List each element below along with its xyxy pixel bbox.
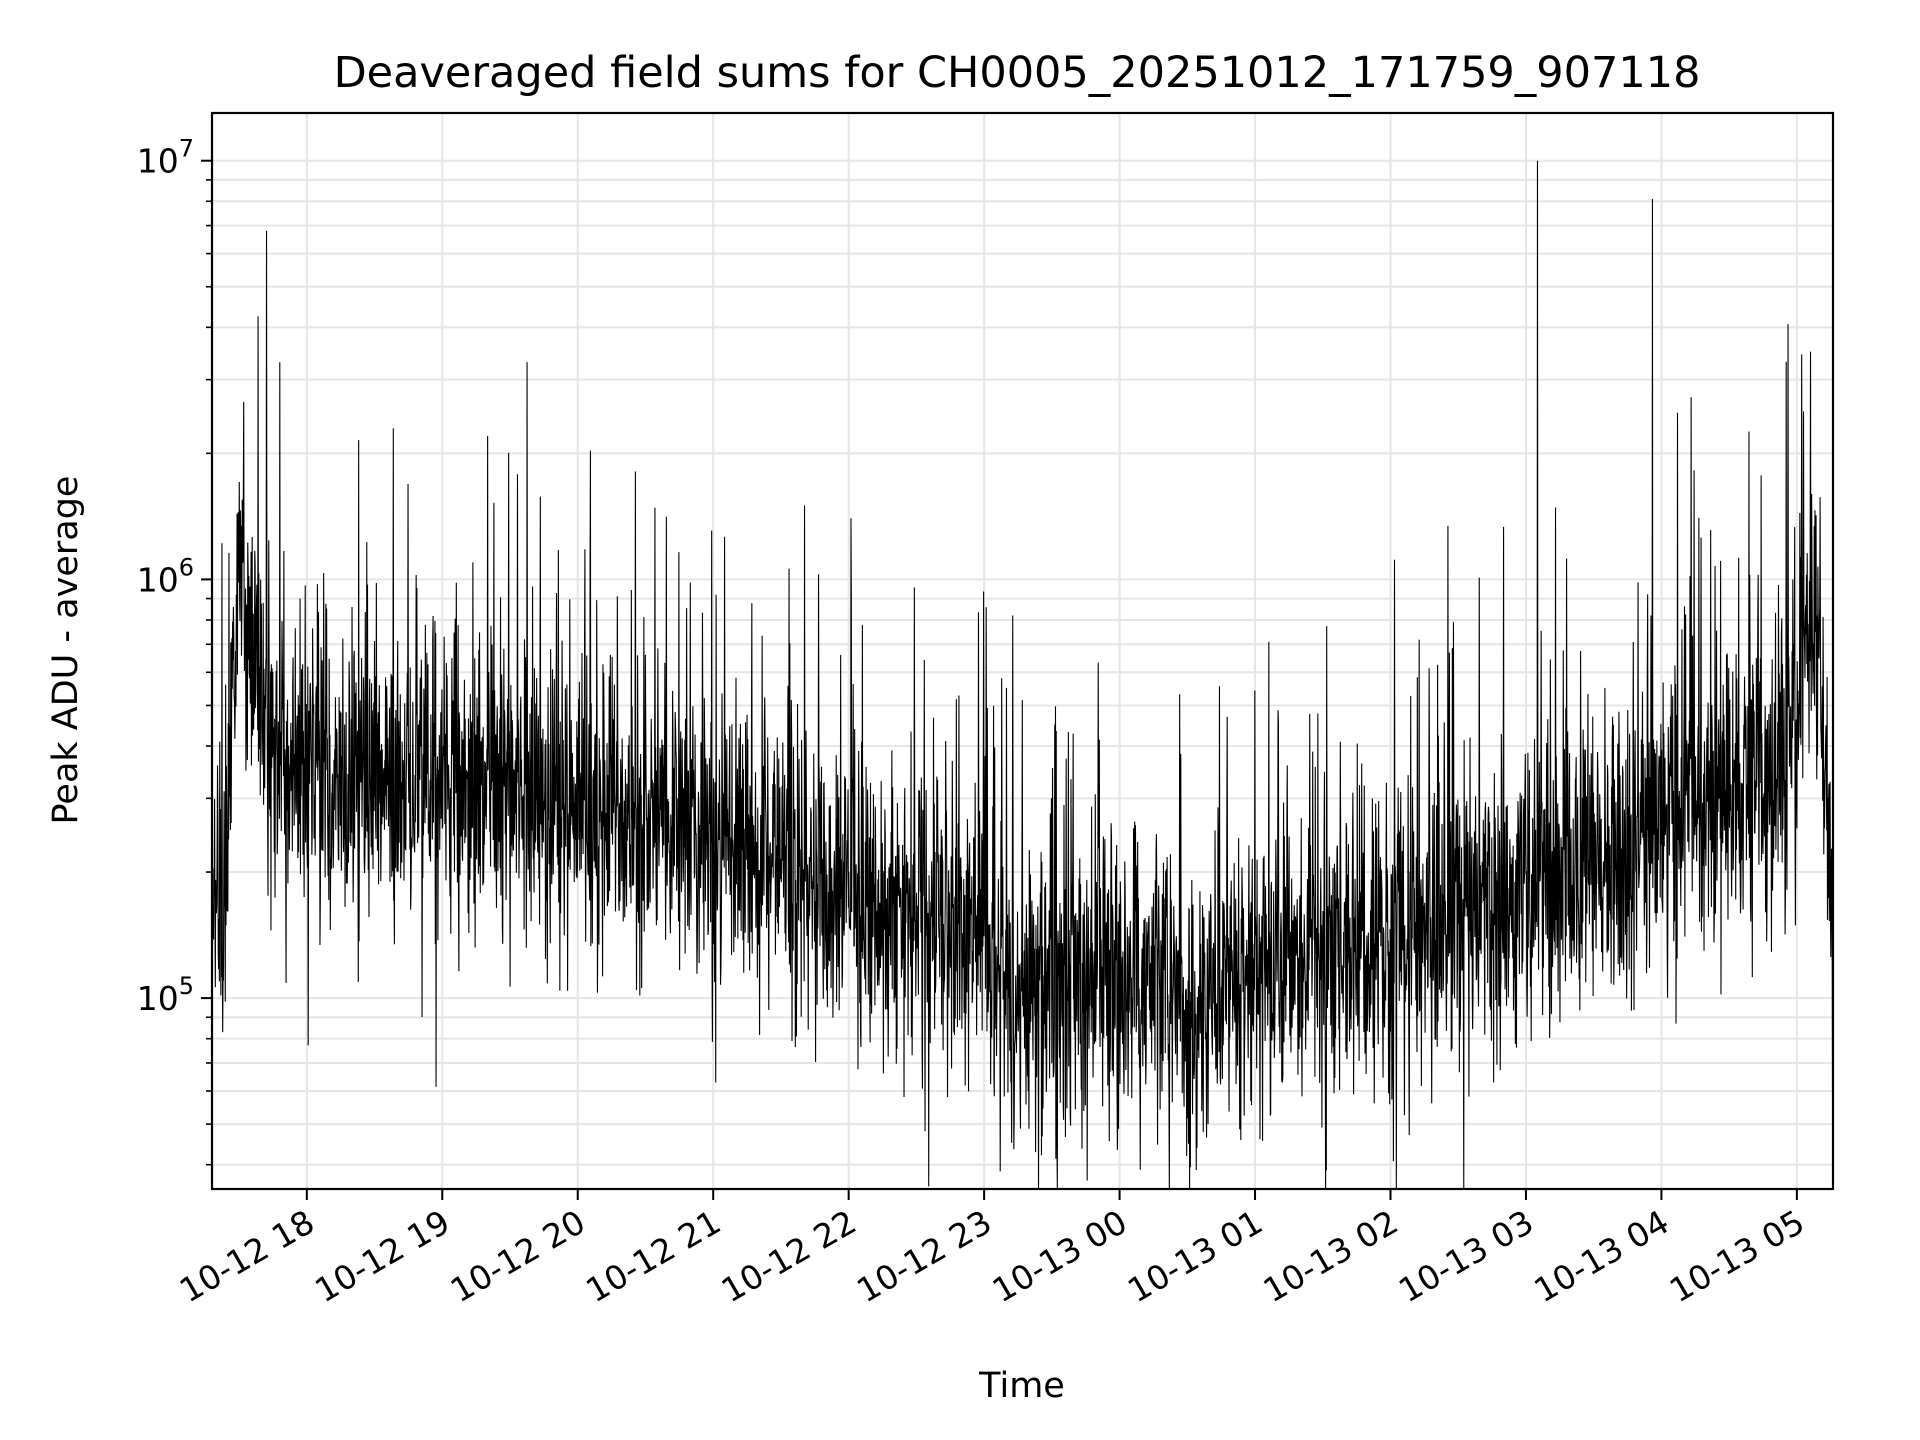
- chart-title: Deaveraged field sums for CH0005_2025101…: [334, 48, 1701, 98]
- y-tick-label: 106: [137, 553, 194, 599]
- series-line: [211, 160, 1834, 1189]
- data-layer: [211, 160, 1834, 1189]
- y-tick-label: 107: [137, 135, 194, 181]
- y-axis: 105 106 107: [137, 135, 212, 1166]
- plot-frame: [210, 111, 1835, 1191]
- x-axis-title: Time: [978, 1366, 1065, 1406]
- y-axis-title: Peak ADU - average: [46, 476, 86, 825]
- y-tick-label: 105: [137, 972, 194, 1018]
